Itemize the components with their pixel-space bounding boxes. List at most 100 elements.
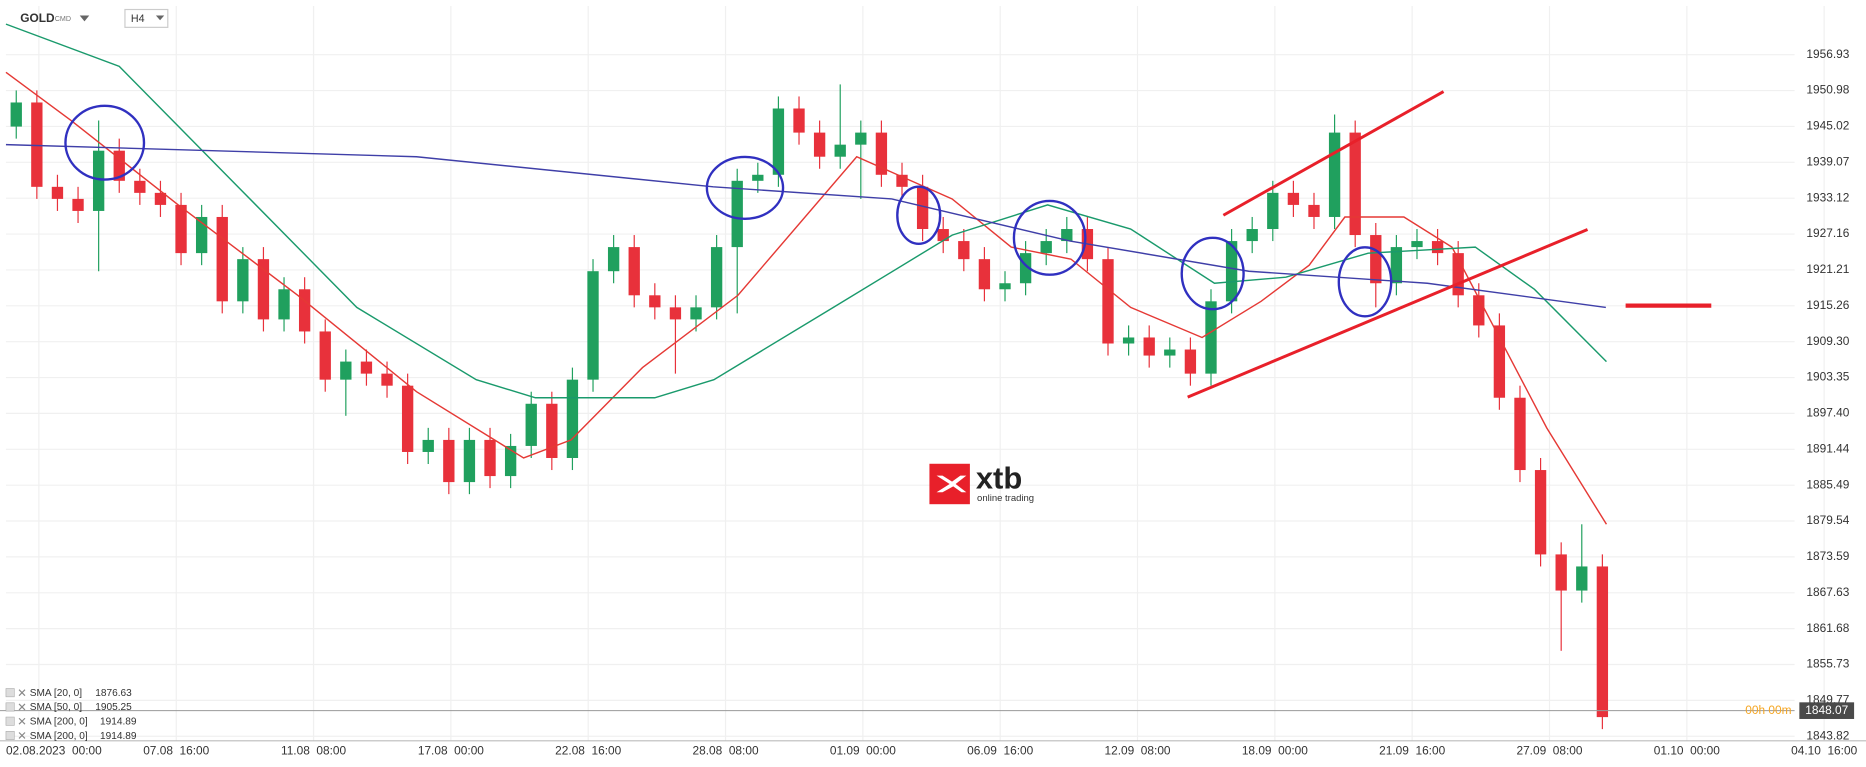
- legend-icon: [5, 688, 15, 698]
- circle-annotation: [896, 185, 942, 245]
- trend-lines: [1187, 90, 1712, 399]
- candle-body: [504, 445, 517, 477]
- interval[interactable]: H4: [131, 13, 145, 25]
- x-tick-label: 27.09 08:00: [1516, 744, 1582, 758]
- y-tick-label: 1956.93: [1806, 47, 1849, 61]
- candle-body: [175, 204, 187, 254]
- x-tick-label: 07.08 16:00: [143, 744, 209, 758]
- candle-body: [752, 174, 764, 181]
- symbol[interactable]: GOLD: [20, 11, 55, 25]
- legend-name: SMA [200, 0]: [30, 716, 88, 727]
- x-tick-label: 06.09 16:00: [967, 744, 1033, 758]
- legend-close[interactable]: [18, 732, 26, 739]
- circle-annotation: [1180, 236, 1245, 311]
- candle-body: [278, 289, 290, 320]
- candle-body: [690, 307, 702, 320]
- y-tick-label: 1867.63: [1806, 585, 1849, 599]
- candle-body: [1596, 566, 1609, 718]
- candle-body: [669, 307, 682, 320]
- candle-body: [978, 259, 991, 290]
- candle-body: [92, 150, 105, 211]
- logo-mark: [936, 475, 967, 493]
- candle-body: [1576, 566, 1588, 591]
- logo: xtb online trading: [929, 461, 1034, 505]
- candle-body: [216, 216, 228, 302]
- x-tick-label: 01.09 00:00: [830, 744, 896, 758]
- x-tick-label: 02.08.2023 00:00: [6, 744, 102, 758]
- candle-body: [1328, 132, 1341, 217]
- sma-line: [5, 143, 1606, 309]
- candle-body: [566, 379, 579, 458]
- candle-body: [1534, 470, 1547, 555]
- legend-value: 1905.25: [95, 702, 132, 713]
- legend-close[interactable]: [18, 717, 26, 725]
- candle-body: [1493, 325, 1506, 398]
- candle-body: [154, 192, 167, 205]
- candle-body: [1514, 397, 1526, 471]
- candle-body: [1431, 241, 1444, 254]
- candle-body: [1555, 554, 1567, 591]
- legend-close[interactable]: [18, 689, 26, 697]
- x-tick-label: 28.08 08:00: [693, 744, 759, 758]
- dropdown-icon[interactable]: [79, 15, 90, 22]
- y-tick-label: 1939.07: [1806, 154, 1849, 168]
- y-tick-label: 1933.12: [1806, 190, 1849, 204]
- candle-body: [1122, 337, 1135, 344]
- candle-body: [649, 295, 661, 308]
- legend-icon: [5, 731, 15, 740]
- sma-line: [5, 23, 1607, 399]
- legend-value: 1914.89: [100, 731, 137, 742]
- candle-body: [237, 259, 249, 302]
- marks: [5, 23, 1609, 730]
- x-tick-label: 18.09 00:00: [1242, 744, 1308, 758]
- last-price-label: 1848.07: [1805, 703, 1848, 717]
- legend-value: 1914.89: [100, 716, 137, 727]
- y-tick-label: 1897.40: [1806, 406, 1849, 420]
- dropdown-icon[interactable]: [155, 15, 165, 21]
- candle-body: [1102, 259, 1114, 344]
- y-tick-label: 1921.21: [1806, 262, 1849, 276]
- candle-body: [360, 361, 373, 374]
- candle-body: [546, 403, 558, 458]
- y-tick-label: 1861.68: [1806, 621, 1849, 635]
- candle-body: [72, 198, 84, 211]
- logo-tagline: online trading: [977, 493, 1034, 504]
- candle-body: [1040, 241, 1052, 254]
- candle-body: [134, 180, 146, 193]
- candle-body: [1205, 301, 1217, 374]
- candle-body: [525, 403, 537, 446]
- candle-body: [1184, 349, 1197, 374]
- x-tick-label: 22.08 16:00: [555, 744, 621, 758]
- candle-body: [1370, 235, 1382, 284]
- candle-body: [1267, 192, 1279, 230]
- candle-body: [834, 144, 846, 157]
- trend-line: [1187, 228, 1589, 399]
- trend-line: [1222, 90, 1445, 217]
- candle-body: [710, 247, 723, 308]
- candle-body: [855, 132, 867, 145]
- annotations: [64, 104, 1393, 318]
- candle-body: [401, 385, 414, 452]
- candle-body: [1225, 241, 1238, 302]
- candle-body: [1061, 229, 1073, 242]
- market: CMD: [55, 15, 71, 23]
- legend-close[interactable]: [18, 703, 26, 711]
- x-tick-label: 01.10 00:00: [1654, 744, 1720, 758]
- legend-name: SMA [20, 0]: [30, 688, 82, 699]
- interval-box[interactable]: [124, 8, 169, 28]
- legend-name: SMA [200, 0]: [30, 731, 88, 742]
- candle-body: [937, 229, 949, 242]
- y-tick-label: 1915.26: [1806, 298, 1849, 312]
- sma-line: [5, 71, 1608, 525]
- candle-body: [1164, 349, 1176, 356]
- y-tick-label: 1873.59: [1806, 549, 1849, 563]
- last-price-box: [1799, 702, 1855, 719]
- candle-body: [916, 186, 929, 230]
- candle-body: [1143, 337, 1155, 356]
- logo-text: xtb: [976, 461, 1022, 496]
- candle-body: [195, 216, 208, 254]
- header: GOLD CMD H4: [20, 8, 169, 28]
- circle-annotation: [1337, 246, 1393, 318]
